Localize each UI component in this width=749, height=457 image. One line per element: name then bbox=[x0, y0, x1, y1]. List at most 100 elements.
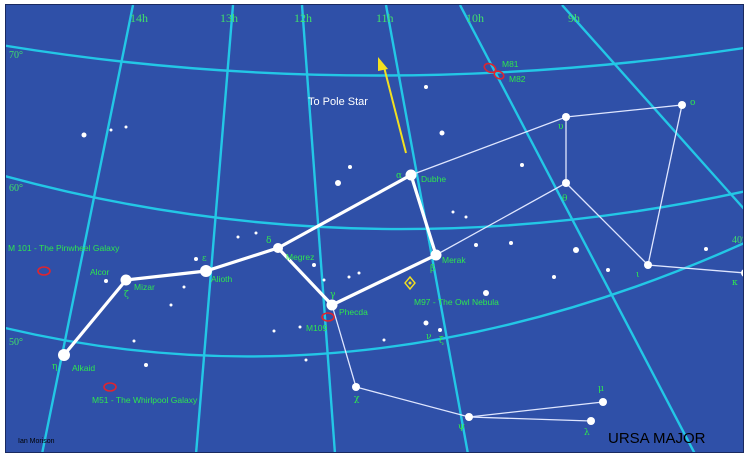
object-labels: M81 M82 M 101 - The Pinwheel Galaxy M51 … bbox=[8, 59, 526, 405]
field-star bbox=[464, 215, 468, 219]
greek-delta: δ bbox=[266, 236, 271, 246]
m97-nebula-center-icon bbox=[408, 281, 412, 285]
ra-label-10h: 10h bbox=[466, 11, 484, 25]
field-star bbox=[520, 163, 524, 167]
other-stars bbox=[352, 101, 743, 425]
line-muscida bbox=[435, 117, 567, 256]
star-megrez bbox=[273, 243, 283, 253]
field-star bbox=[573, 247, 579, 253]
field-star bbox=[322, 278, 326, 282]
dec-line-60 bbox=[6, 175, 743, 231]
star-chi bbox=[352, 383, 360, 391]
big-dipper-lines bbox=[62, 172, 438, 357]
field-star bbox=[312, 263, 316, 267]
star-dubhe bbox=[405, 169, 417, 181]
ra-label-14h: 14h bbox=[130, 11, 148, 25]
field-star bbox=[194, 257, 198, 261]
label-merak: Merak bbox=[442, 255, 466, 265]
m109-galaxy-icon bbox=[321, 312, 335, 322]
declination-lines bbox=[6, 44, 743, 358]
ra-label-9h: 9h bbox=[568, 11, 580, 25]
arrow-head bbox=[378, 57, 388, 71]
pole-star-label: To Pole Star bbox=[308, 96, 368, 108]
field-star bbox=[169, 303, 173, 307]
line-back-leg bbox=[331, 304, 604, 418]
m82-galaxy-icon bbox=[493, 70, 505, 80]
field-star bbox=[81, 132, 87, 138]
field-star bbox=[509, 241, 513, 245]
greek-letter-labels: η ζ ε δ γ β α ο υ θ χ ψ μ λ ι κ ν ξ bbox=[52, 98, 738, 438]
m51-galaxy-icon bbox=[103, 382, 117, 392]
field-star bbox=[552, 275, 556, 279]
credit-label: Ian Morison bbox=[18, 438, 55, 445]
field-star bbox=[182, 285, 186, 289]
ursa-major-chart: 14h 13h 12h 11h 10h 9h 70° 60° 50° 40° bbox=[6, 5, 743, 452]
ra-line-13h bbox=[194, 5, 235, 452]
label-alcor: Alcor bbox=[90, 267, 110, 277]
greek-gamma: γ bbox=[330, 290, 335, 300]
pole-star-arrow bbox=[378, 57, 407, 154]
ra-label-11h: 11h bbox=[376, 11, 394, 25]
label-m109: M109 bbox=[306, 323, 328, 333]
field-star bbox=[298, 325, 302, 329]
greek-chi: χ bbox=[354, 394, 360, 404]
ra-line-12h bbox=[300, 5, 337, 452]
star-theta bbox=[562, 179, 570, 187]
greek-xi: ξ bbox=[439, 336, 444, 346]
line-back-paw bbox=[468, 416, 592, 422]
ra-line-10h bbox=[458, 5, 696, 452]
field-star bbox=[132, 339, 136, 343]
ra-line-14h bbox=[41, 5, 135, 452]
field-star bbox=[272, 329, 276, 333]
greek-theta: θ bbox=[562, 194, 567, 204]
field-star bbox=[236, 235, 240, 239]
label-phecda: Phecda bbox=[339, 307, 368, 317]
field-star bbox=[144, 363, 148, 367]
big-dipper-stars bbox=[58, 169, 442, 361]
m97-nebula-icon bbox=[404, 275, 416, 291]
greek-epsilon: ε bbox=[202, 254, 207, 264]
greek-kappa: κ bbox=[732, 278, 738, 288]
greek-eta: η bbox=[52, 362, 57, 372]
field-star bbox=[424, 85, 428, 89]
field-star bbox=[606, 268, 610, 272]
star-upsilon bbox=[562, 113, 570, 121]
field-star bbox=[357, 271, 361, 275]
star-lambda bbox=[587, 417, 595, 425]
chart-title: URSA MAJOR bbox=[608, 430, 706, 447]
greek-lambda: λ bbox=[584, 428, 590, 438]
field-star bbox=[109, 128, 113, 132]
line-forepaw bbox=[565, 182, 649, 266]
label-m101: M 101 - The Pinwheel Galaxy bbox=[8, 243, 120, 253]
field-star bbox=[348, 165, 352, 169]
ra-label-13h: 13h bbox=[220, 11, 238, 25]
arrow-shaft bbox=[383, 66, 407, 154]
greek-mu: μ bbox=[598, 384, 604, 394]
label-m97: M97 - The Owl Nebula bbox=[414, 297, 499, 307]
star-alioth bbox=[200, 265, 212, 277]
star-iota bbox=[644, 261, 652, 269]
label-m81: M81 bbox=[502, 59, 519, 69]
greek-alpha: α bbox=[396, 171, 402, 181]
field-star bbox=[335, 180, 341, 186]
field-star bbox=[382, 338, 386, 342]
field-star bbox=[124, 125, 128, 129]
greek-nu: ν bbox=[426, 332, 431, 342]
star-mizar bbox=[120, 274, 132, 286]
star-name-labels: Alkaid Mizar Alcor Alioth Megrez Phecda … bbox=[72, 174, 466, 373]
field-star bbox=[483, 290, 489, 296]
dec-label-50: 50° bbox=[9, 337, 23, 348]
m101-galaxy-icon bbox=[37, 266, 51, 276]
star-psi bbox=[465, 413, 473, 421]
greek-omicron: ο bbox=[690, 98, 695, 108]
dec-line-50 bbox=[6, 242, 743, 358]
star-alkaid bbox=[58, 349, 70, 361]
greek-beta: β bbox=[430, 264, 435, 274]
field-star bbox=[474, 243, 478, 247]
label-alioth: Alioth bbox=[211, 274, 233, 284]
greek-upsilon: υ bbox=[558, 122, 564, 132]
label-m82: M82 bbox=[509, 74, 526, 84]
field-star bbox=[347, 275, 351, 279]
greek-iota: ι bbox=[636, 270, 640, 280]
m81-galaxy-icon bbox=[483, 62, 497, 74]
